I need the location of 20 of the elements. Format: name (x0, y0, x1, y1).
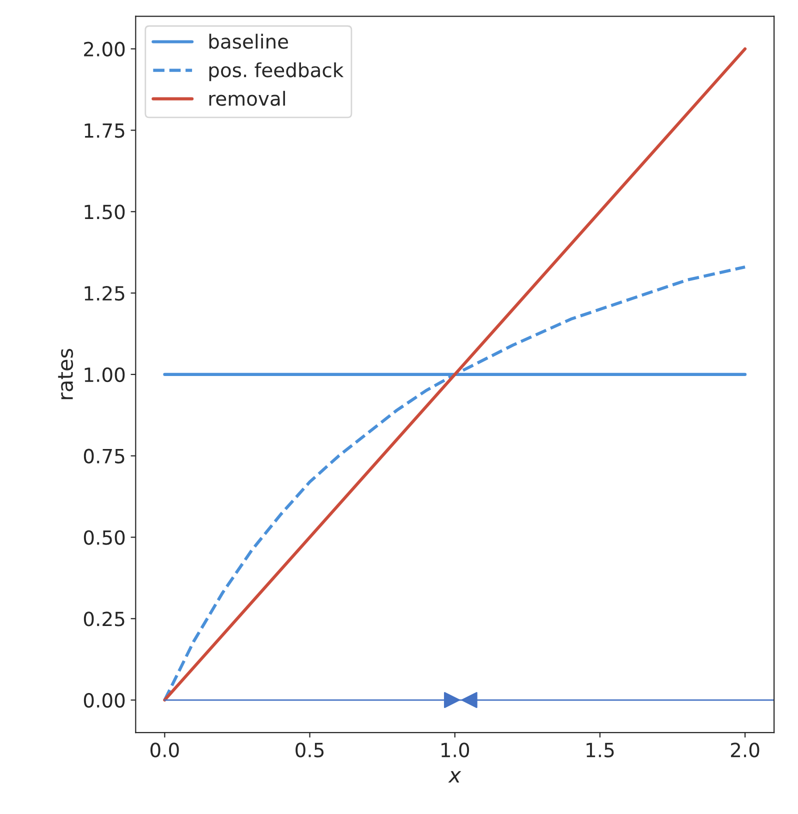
y-tick-label: 1.75 (84, 123, 124, 138)
legend-label: pos. feedback (209, 62, 344, 82)
y-tick-label: 2.00 (84, 42, 125, 57)
y-tick-label: 0.50 (84, 530, 125, 545)
y-tick-label: 0.00 (84, 692, 125, 708)
line-series (163, 265, 747, 702)
y-axis-title: rates (58, 348, 74, 400)
y-tick-label: 0.75 (84, 448, 124, 464)
y-tick-label: 1.50 (84, 204, 125, 220)
y-tick-label: 1.25 (84, 286, 124, 301)
x-tick-label: 0.0 (150, 742, 179, 758)
y-tick-label: 0.25 (84, 612, 124, 626)
x-tick-label: 0.5 (296, 742, 324, 758)
legend-label: removal (209, 90, 285, 106)
x-axis-title: x (448, 771, 462, 783)
x-tick-label: 1.5 (586, 742, 614, 758)
y-tick-label: 1.00 (84, 367, 125, 382)
legend-label: baseline (209, 34, 288, 49)
x-tick-label: 1.0 (442, 742, 470, 758)
x-tick-label: 2.0 (731, 742, 760, 758)
